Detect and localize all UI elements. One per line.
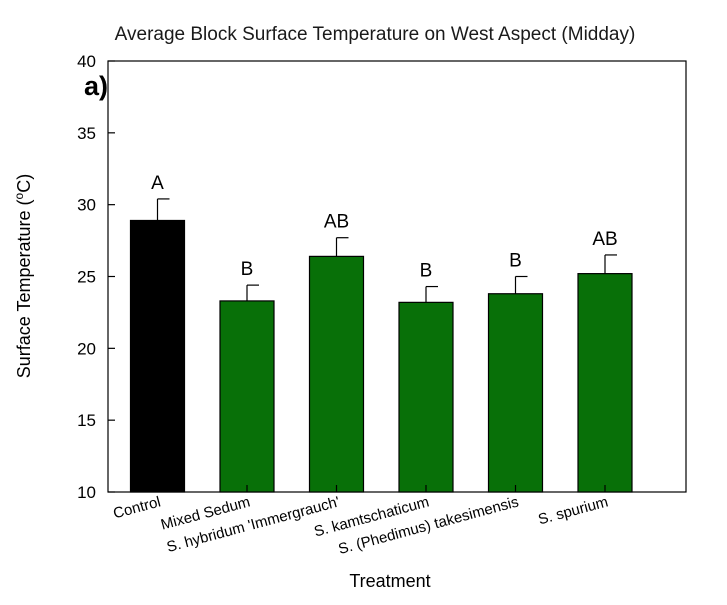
bar-3 bbox=[308, 255, 365, 493]
significance-label-5: B bbox=[509, 251, 522, 272]
y-tick-label-40: 40 bbox=[77, 52, 96, 71]
y-tick-label-15: 15 bbox=[77, 411, 96, 430]
y-axis-title: Surface Temperature (oC) bbox=[12, 174, 34, 378]
y-tick-label-10: 10 bbox=[77, 483, 96, 502]
y-tick-label-25: 25 bbox=[77, 268, 96, 287]
x-axis-title: Treatment bbox=[349, 571, 430, 591]
significance-label-4: B bbox=[420, 261, 433, 282]
significance-label-6: AB bbox=[592, 229, 617, 250]
significance-label-2: B bbox=[241, 259, 254, 280]
chart-title: Average Block Surface Temperature on Wes… bbox=[115, 24, 636, 45]
category-label-6: S. spurium bbox=[536, 493, 610, 528]
y-tick-label-30: 30 bbox=[77, 196, 96, 215]
panel-label: a) bbox=[84, 71, 108, 101]
y-axis: 10 15 20 25 30 35 40 bbox=[77, 52, 115, 502]
y-tick-label-35: 35 bbox=[77, 124, 96, 143]
significance-label-1: A bbox=[151, 173, 164, 194]
bar-5 bbox=[487, 293, 544, 493]
bar-2 bbox=[219, 300, 275, 493]
bar-6 bbox=[577, 273, 633, 493]
y-tick-label-20: 20 bbox=[77, 339, 96, 358]
bar-4 bbox=[398, 301, 454, 493]
bar-1 bbox=[129, 219, 186, 493]
significance-label-3: AB bbox=[324, 212, 349, 233]
category-label-1: Control bbox=[111, 493, 162, 522]
